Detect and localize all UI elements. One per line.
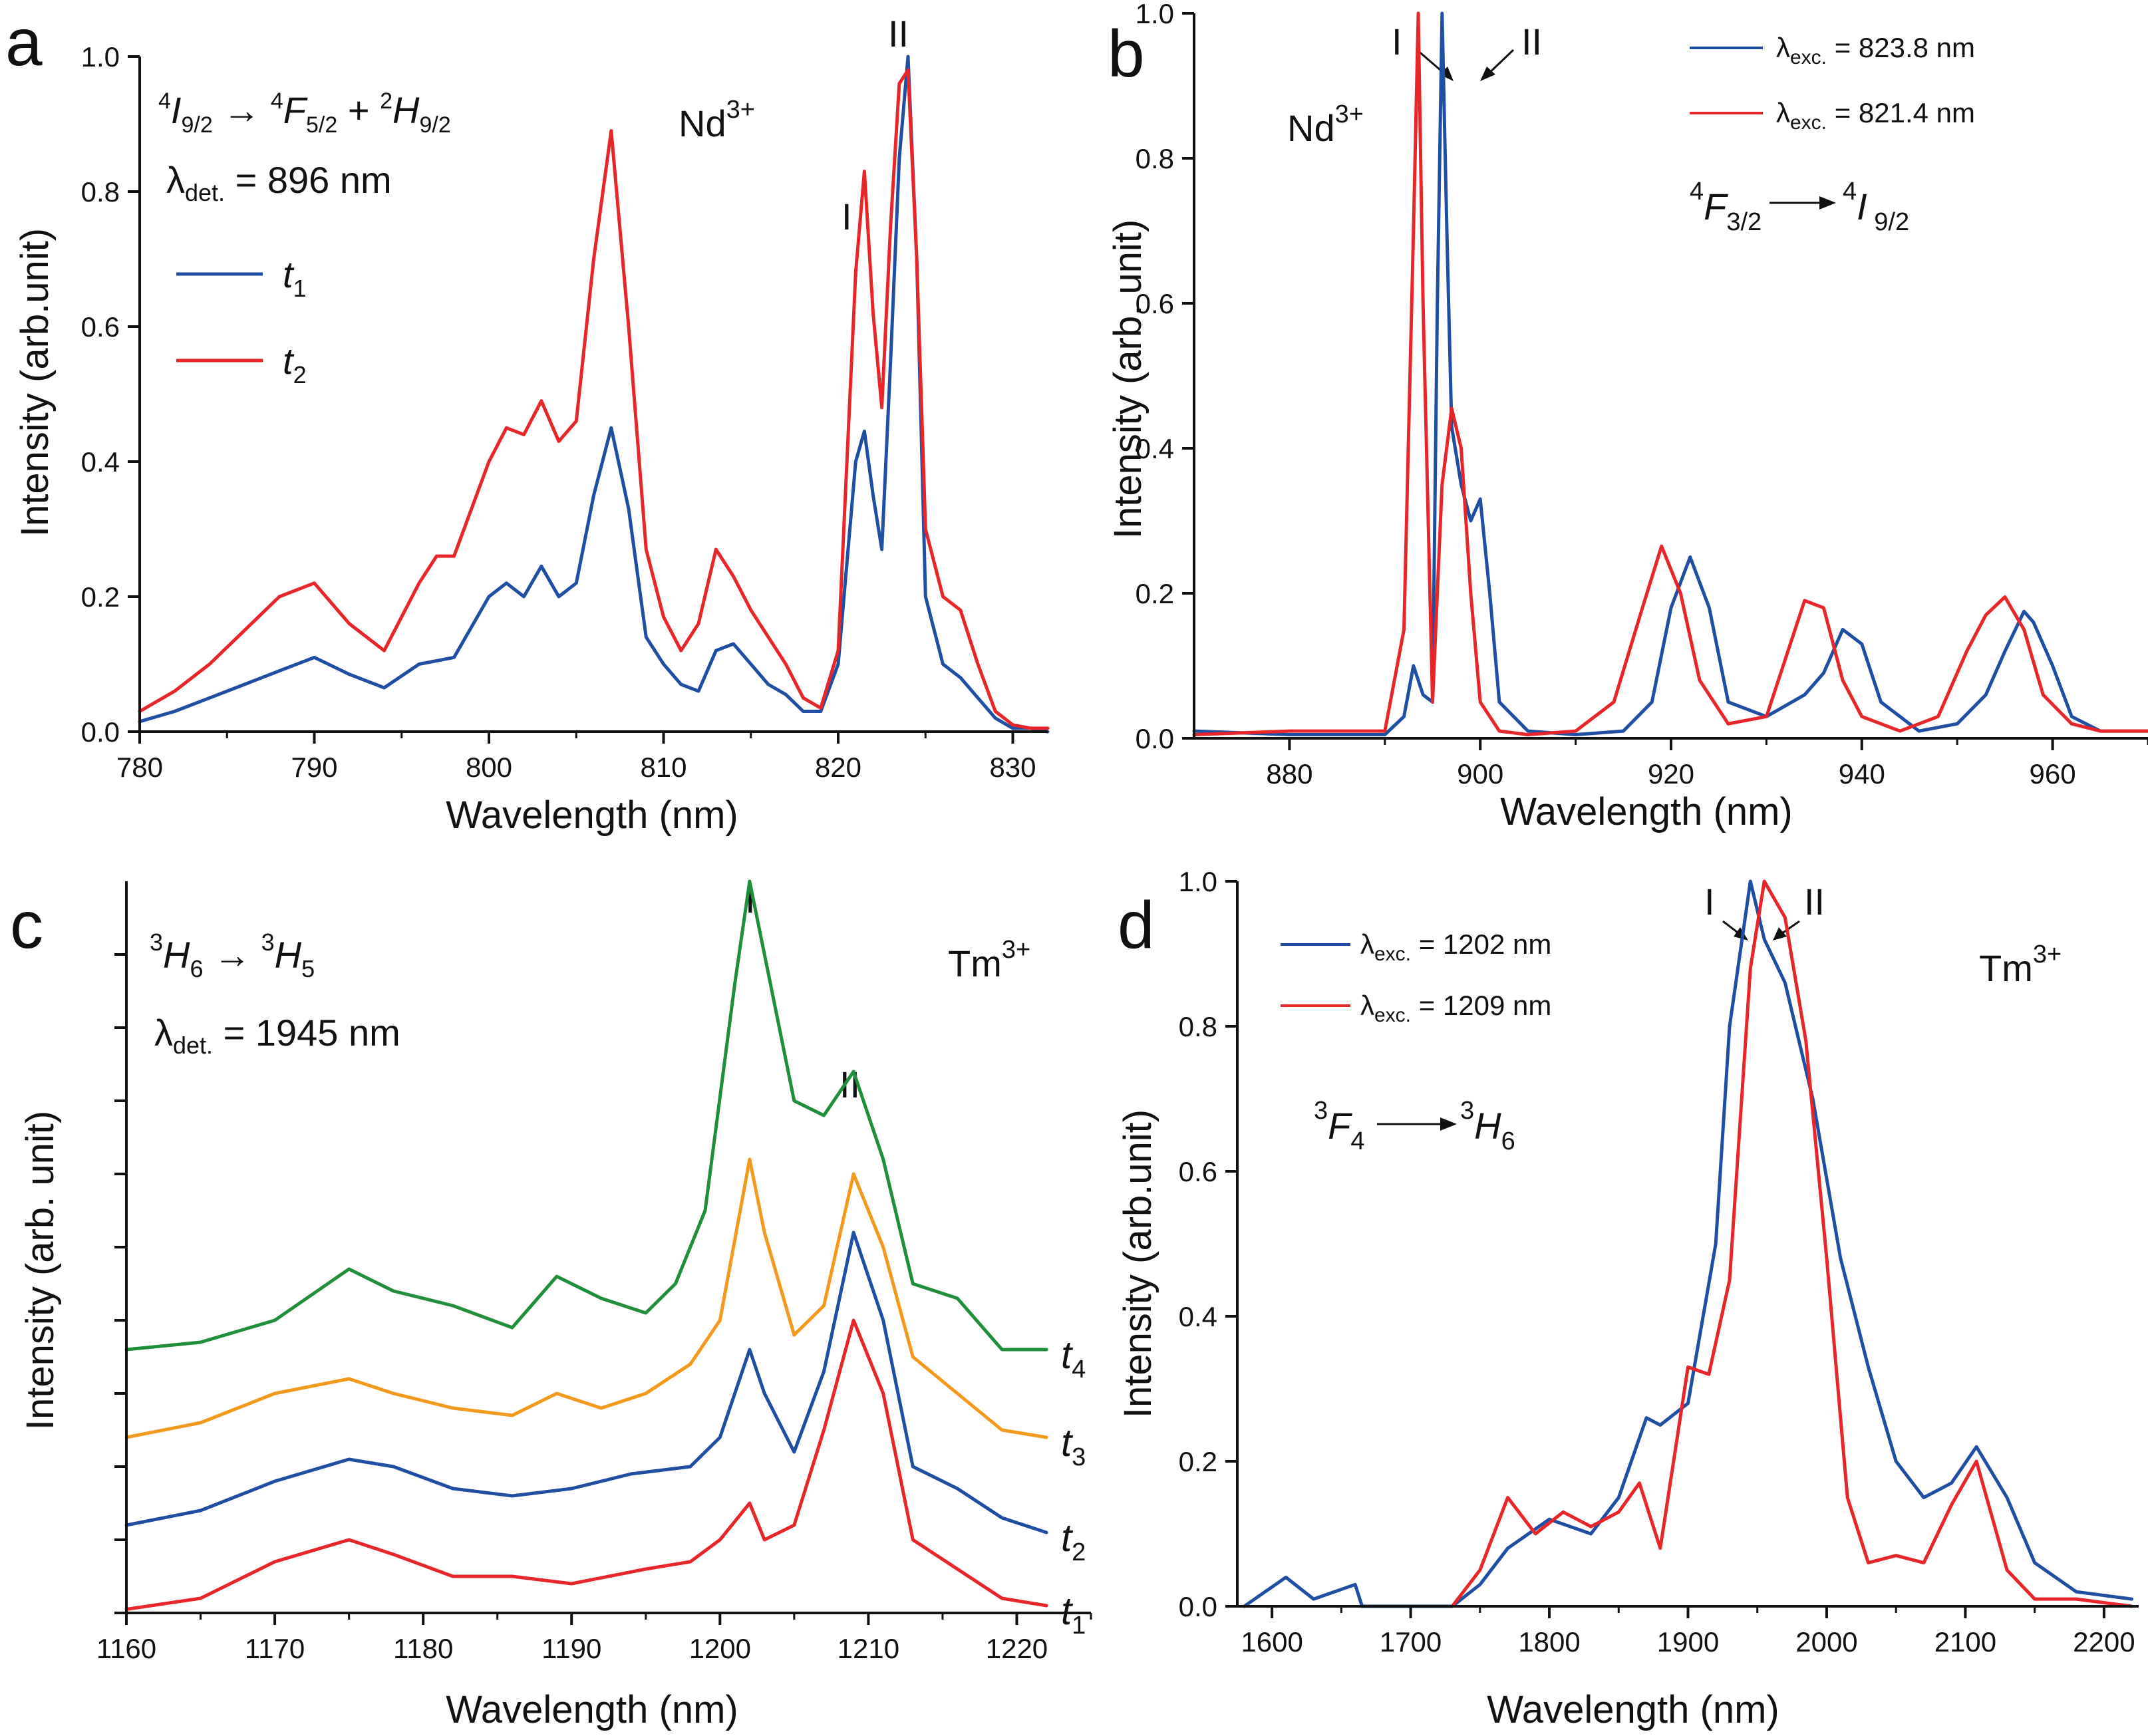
panel-label-c: c [10,888,43,962]
y-tick-label-a: 1.0 [81,41,120,72]
y-tick-label-b: 0.4 [1136,433,1174,464]
x-tick-label-c: 1190 [541,1633,601,1664]
x-axis-label-c: Wavelength (nm) [446,1688,738,1731]
legend-label-d1: λexc. = 1202 nm [1360,929,1551,965]
y-tick-label-a: 0.4 [81,446,120,478]
x-tick-label-c: 1160 [96,1633,156,1664]
x-tick-label-c: 1210 [838,1633,899,1664]
y-tick-label-d: 0.0 [1179,1591,1217,1622]
y-tick-label-d: 0.6 [1179,1156,1217,1187]
peak-II-label-d: II [1804,881,1825,923]
x-tick-label-b: 920 [1648,758,1694,790]
x-tick-label-d: 2100 [1934,1626,1996,1658]
y-tick-label-a: 0.6 [81,311,120,343]
legend-label-d2: λexc. = 1209 nm [1360,990,1551,1026]
transition-label-d: 3F4 [1314,1097,1365,1155]
peak-I-arrowhead-d [1734,927,1748,940]
y-tick-label-d: 1.0 [1179,866,1217,897]
series-line-d-2 [1450,879,2134,1608]
x-tick-label-d: 1600 [1241,1626,1303,1658]
peak-I-label-b: I [1392,21,1402,63]
x-tick-label-c: 1170 [245,1633,305,1664]
y-tick-label-b: 1.0 [1136,0,1174,29]
transition-arrowhead-d [1440,1117,1457,1131]
x-tick-label-b: 880 [1266,758,1312,790]
x-tick-label-d: 2200 [2073,1626,2135,1658]
series-line-b-1 [1192,11,2148,736]
peak-I-label-d: I [1704,881,1715,923]
legend-label-b2: λexc. = 821.4 nm [1776,97,1975,134]
x-tick-label-c: 1220 [986,1633,1048,1664]
y-axis-label-b: Intensity (arb. unit) [1106,219,1150,539]
y-axis-label-d: Intensity (arb.unit) [1116,1109,1159,1418]
y-axis-label-a: Intensity (arb.unit) [13,228,57,537]
panel-label-b: b [1108,17,1145,91]
y-tick-label-a: 0.8 [81,176,120,208]
transition-label-d-target: 3H6 [1460,1097,1515,1155]
series-line-c-3 [124,1157,1048,1439]
ion-label-a: Nd3+ [679,96,755,144]
panel-d: d Intensity (arb.unit) Wavelength (nm) λ… [1116,881,2062,1731]
panel-c: c Intensity (arb. unit) Wavelength (nm) … [10,879,1030,1731]
transition-label-c: 3H6 → 3H5 [150,929,315,982]
y-tick-label-a: 0.0 [81,716,120,748]
panel-label-d: d [1118,888,1155,962]
transition-label-b-target: 4I 9/2 [1843,178,1909,236]
x-tick-label-b: 960 [2030,758,2076,790]
x-tick-label-a: 800 [466,752,512,783]
x-tick-label-a: 820 [815,752,861,783]
series-line-c-2 [124,1230,1048,1534]
peak-II-arrowhead-b [1480,67,1495,81]
series-line-a-2 [138,68,1050,730]
x-tick-label-a: 810 [640,752,687,783]
panel-label-a: a [5,5,43,80]
x-tick-label-d: 1700 [1380,1626,1442,1658]
y-tick-label-d: 0.4 [1179,1301,1217,1332]
y-tick-label-b: 0.2 [1136,578,1174,609]
peak-II-label-a: II [888,13,909,55]
transition-label-a: 4I9/2 → 4F5/2 + 2H9/2 [158,88,451,138]
y-tick-label-d: 0.2 [1179,1446,1217,1477]
plot-d: 1600 1700 1800 1900 2000 2100 2200 0.0 0.2 0.4 0.6… [1179,866,2139,1658]
y-tick-label-d: 0.8 [1179,1011,1217,1042]
x-tick-label-b: 940 [1839,758,1885,790]
y-tick-label-b: 0.8 [1136,143,1174,174]
peak-I-arrowhead-b [1440,67,1454,81]
x-tick-label-d: 1900 [1657,1626,1719,1658]
y-axis-label-c: Intensity (arb. unit) [19,1111,62,1430]
detection-label-a: λdet. = 896 nm [166,159,392,206]
x-tick-label-d: 2000 [1795,1626,1857,1658]
x-tick-label-a: 780 [116,752,163,783]
plot-a: 780 790 800 810 820 830 0.0 0.2 0.4 0.6 0.8 1.0 [81,41,1050,783]
x-axis-label-d: Wavelength (nm) [1487,1688,1779,1731]
series-line-c-4 [124,879,1048,1352]
x-tick-label-c: 1180 [393,1633,453,1664]
x-tick-label-a: 830 [989,752,1036,783]
x-tick-label-d: 1800 [1518,1626,1580,1658]
x-tick-label-c: 1200 [689,1633,751,1664]
transition-arrowhead-b [1819,196,1836,210]
series-line-c-1 [124,1318,1048,1611]
x-tick-label-a: 790 [291,752,337,783]
y-tick-label-b: 0.6 [1136,288,1174,319]
x-tick-label-b: 900 [1457,758,1503,790]
peak-II-label-b: II [1521,21,1542,63]
y-tick-label-a: 0.2 [81,581,120,613]
peak-II-arrowhead-d [1773,927,1787,940]
x-axis-label-b: Wavelength (nm) [1500,790,1792,833]
plot-b: 880 900 920 940 960 0.0 0.2 0.4 0.6 0.8 1.0 [1136,0,2148,790]
panel-a: a Intensity (arb.unit) Wavelength (nm) 4… [5,5,909,837]
peak-I-label-a: I [842,196,852,237]
series-line-b-2 [1192,11,2148,736]
x-axis-label-a: Wavelength (nm) [446,794,738,837]
transition-label-b: 4F3/2 [1690,178,1762,236]
y-tick-label-b: 0.0 [1136,723,1174,754]
